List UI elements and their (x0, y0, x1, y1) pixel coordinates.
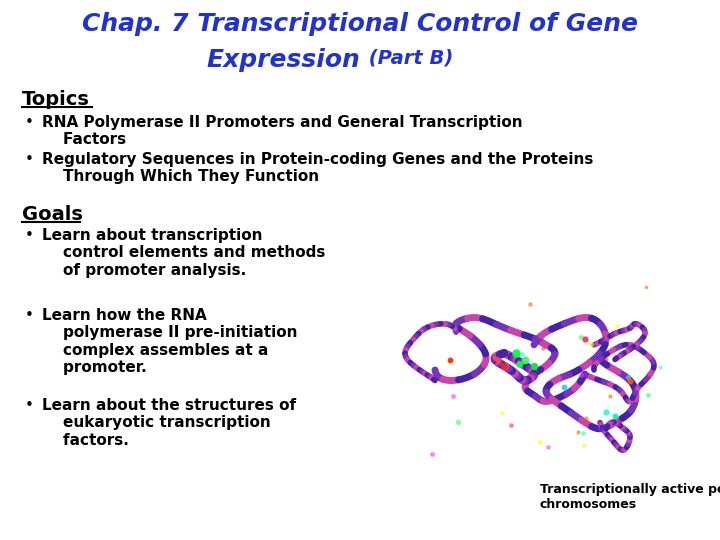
Point (513, 360, 525, 368)
Text: •: • (25, 228, 34, 243)
Point (528, 361, 540, 370)
Text: •: • (25, 398, 34, 413)
Text: Expression: Expression (206, 48, 360, 72)
Text: Learn how the RNA
    polymerase II pre-initiation
    complex assembles at a
  : Learn how the RNA polymerase II pre-init… (42, 308, 297, 375)
Point (519, 355, 531, 364)
Text: Chap. 7 Transcriptional Control of Gene: Chap. 7 Transcriptional Control of Gene (82, 12, 638, 36)
Point (505, 421, 516, 430)
Point (542, 443, 554, 451)
Point (600, 408, 612, 416)
Point (642, 391, 654, 400)
Text: •: • (25, 308, 34, 323)
Point (609, 412, 621, 421)
Text: (Part B): (Part B) (362, 48, 454, 67)
Text: Learn about the structures of
    eukaryotic transcription
    factors.: Learn about the structures of eukaryotic… (42, 398, 296, 448)
Point (498, 361, 510, 370)
Point (585, 340, 597, 348)
Point (496, 409, 508, 417)
Text: RNA Polymerase II Promoters and General Transcription
    Factors: RNA Polymerase II Promoters and General … (42, 115, 523, 147)
Point (640, 283, 652, 292)
Point (605, 392, 616, 401)
Point (534, 437, 546, 446)
Text: Transcriptionally active polytene
chromosomes: Transcriptionally active polytene chromo… (540, 483, 720, 511)
Point (444, 355, 456, 364)
Point (511, 351, 523, 360)
Point (575, 371, 586, 380)
Point (537, 344, 549, 353)
Text: •: • (25, 115, 34, 130)
Text: Regulatory Sequences in Protein-coding Genes and the Proteins
    Through Which : Regulatory Sequences in Protein-coding G… (42, 152, 593, 184)
Point (611, 322, 623, 330)
Point (524, 299, 536, 308)
Point (492, 355, 504, 364)
Point (624, 376, 636, 385)
Point (558, 382, 570, 391)
Point (447, 392, 459, 401)
Text: Topics: Topics (22, 90, 90, 109)
Point (578, 441, 590, 449)
Text: Learn about transcription
    control elements and methods
    of promoter analy: Learn about transcription control elemen… (42, 228, 325, 278)
Point (600, 355, 612, 363)
Point (510, 349, 522, 357)
Point (490, 354, 501, 362)
Point (581, 414, 593, 422)
Text: Goals: Goals (22, 205, 83, 224)
Point (572, 428, 584, 436)
Point (623, 373, 634, 381)
Point (654, 363, 665, 372)
Point (577, 429, 589, 438)
Point (575, 333, 587, 342)
Text: •: • (25, 152, 34, 167)
Point (516, 350, 528, 359)
Point (453, 417, 464, 426)
Point (427, 449, 438, 458)
Point (579, 334, 590, 343)
